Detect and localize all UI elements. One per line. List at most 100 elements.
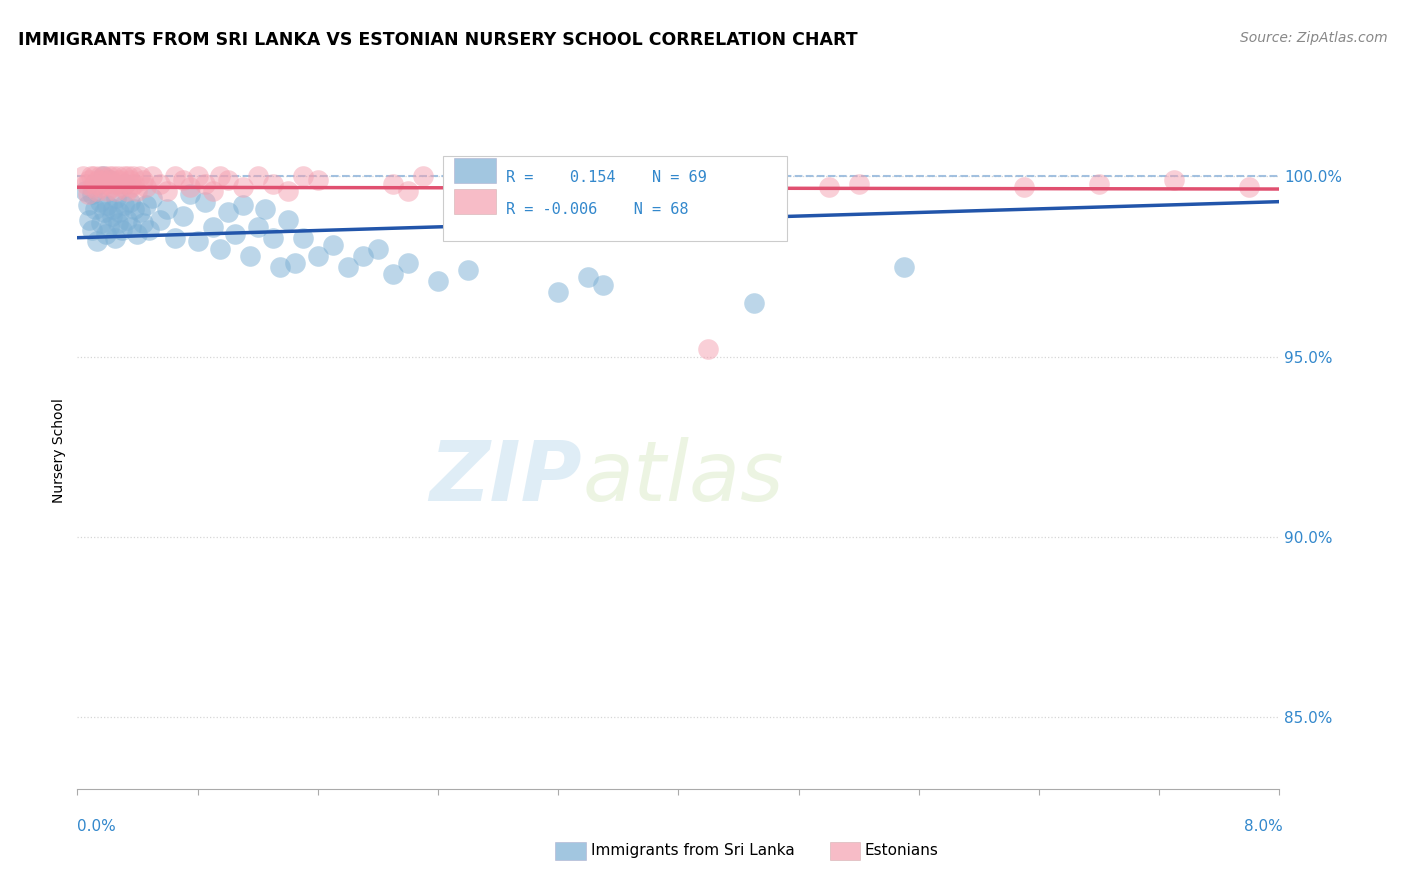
Point xyxy=(79,212,101,227)
Point xyxy=(194,194,217,209)
Point xyxy=(108,205,131,219)
Point xyxy=(232,180,254,194)
Text: R =    0.154    N = 69: R = 0.154 N = 69 xyxy=(506,170,707,186)
Point xyxy=(112,169,135,184)
Point xyxy=(120,219,142,234)
Point xyxy=(307,173,329,187)
Point xyxy=(80,169,103,184)
Point xyxy=(114,177,136,191)
Point xyxy=(742,295,765,310)
Point xyxy=(239,249,262,263)
Point xyxy=(94,227,117,241)
Point xyxy=(82,187,104,202)
Point xyxy=(105,191,128,205)
Point xyxy=(396,184,419,198)
Point xyxy=(76,198,98,212)
Point xyxy=(381,267,404,281)
Point xyxy=(322,238,344,252)
Point xyxy=(103,202,125,216)
Point xyxy=(118,194,141,209)
Point xyxy=(83,169,105,184)
Point xyxy=(156,184,179,198)
Point xyxy=(107,169,129,184)
Point xyxy=(562,169,585,184)
Point xyxy=(381,177,404,191)
Point xyxy=(90,216,112,230)
Point xyxy=(592,277,614,292)
Text: 0.0%: 0.0% xyxy=(77,820,117,834)
Point xyxy=(194,177,217,191)
Point xyxy=(132,173,155,187)
Point xyxy=(76,187,98,202)
Point xyxy=(163,169,186,184)
Point xyxy=(141,191,163,205)
Point xyxy=(101,180,124,194)
Point xyxy=(87,173,110,187)
Text: atlas: atlas xyxy=(582,437,785,518)
Text: 8.0%: 8.0% xyxy=(1243,820,1282,834)
Point xyxy=(217,173,239,187)
Point xyxy=(82,223,104,237)
Point xyxy=(262,177,284,191)
Point xyxy=(254,202,277,216)
Point xyxy=(179,180,201,194)
Point xyxy=(111,180,134,194)
Point xyxy=(129,169,152,184)
Text: Immigrants from Sri Lanka: Immigrants from Sri Lanka xyxy=(591,843,794,857)
Point xyxy=(607,177,630,191)
Point xyxy=(172,209,194,223)
Point xyxy=(277,184,299,198)
Point xyxy=(89,169,111,184)
Point xyxy=(412,169,434,184)
Point xyxy=(201,184,224,198)
Point xyxy=(441,177,464,191)
Point xyxy=(115,184,138,198)
Text: Estonians: Estonians xyxy=(865,843,939,857)
Point xyxy=(817,180,839,194)
Point xyxy=(91,173,114,187)
Point xyxy=(72,169,94,184)
Point xyxy=(396,256,419,270)
Point xyxy=(149,212,172,227)
Point xyxy=(135,180,157,194)
Point xyxy=(138,223,160,237)
Point xyxy=(149,177,172,191)
Point xyxy=(84,177,107,191)
Point xyxy=(127,184,149,198)
Point xyxy=(141,169,163,184)
Point xyxy=(89,194,111,209)
Point xyxy=(86,184,108,198)
Text: IMMIGRANTS FROM SRI LANKA VS ESTONIAN NURSERY SCHOOL CORRELATION CHART: IMMIGRANTS FROM SRI LANKA VS ESTONIAN NU… xyxy=(18,31,858,49)
Point xyxy=(232,198,254,212)
Point xyxy=(269,260,291,274)
Point xyxy=(179,187,201,202)
Point xyxy=(893,260,915,274)
Point xyxy=(82,180,104,194)
Point xyxy=(1012,180,1035,194)
Point xyxy=(124,177,146,191)
Point xyxy=(547,285,569,299)
Point xyxy=(94,177,117,191)
Point xyxy=(117,169,139,184)
Point xyxy=(96,198,118,212)
Point xyxy=(291,169,314,184)
Point xyxy=(135,198,157,212)
Point xyxy=(291,230,314,244)
Text: ZIP: ZIP xyxy=(430,437,582,518)
Point xyxy=(132,216,155,230)
Point xyxy=(100,173,122,187)
Point xyxy=(97,219,120,234)
Point xyxy=(90,180,112,194)
Point xyxy=(186,169,209,184)
Point xyxy=(1163,173,1185,187)
Point xyxy=(115,212,138,227)
Point xyxy=(277,212,299,227)
Point xyxy=(96,184,118,198)
Point xyxy=(1088,177,1111,191)
Point xyxy=(86,235,108,249)
Point xyxy=(114,177,136,191)
Point xyxy=(93,169,115,184)
Point xyxy=(1239,180,1261,194)
Point xyxy=(112,198,135,212)
Point xyxy=(118,173,141,187)
